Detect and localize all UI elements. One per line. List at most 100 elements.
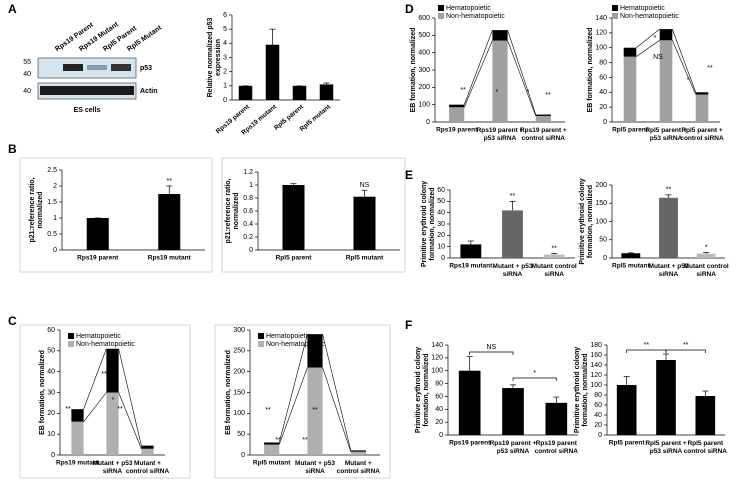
significance: * xyxy=(112,397,115,404)
y-tick-label: 80 xyxy=(594,392,602,399)
y-tick-label: 150 xyxy=(595,200,607,207)
panel-label: A xyxy=(8,2,17,16)
y-tick-label: 1.2 xyxy=(243,169,253,176)
legend-label: Hematopoietic xyxy=(266,333,311,340)
bar-segment xyxy=(350,450,366,452)
x-tick-label: Mutant + p53 siRNA xyxy=(493,263,533,278)
y-tick-label: 100 xyxy=(418,102,430,109)
y-tick-label: 600 xyxy=(418,15,430,22)
bar-segment xyxy=(106,392,119,455)
y-tick-label: 10 xyxy=(437,244,445,251)
y-tick-label: 4 xyxy=(223,40,227,47)
x-tick-label: Rpl5 parent + p53 siRNA xyxy=(645,127,687,142)
y-tick-label: 0.4 xyxy=(243,221,253,228)
bar-segment xyxy=(307,367,323,455)
y-tick-label: 160 xyxy=(590,352,602,359)
bar-segment xyxy=(264,442,280,445)
significance: ** xyxy=(65,406,71,413)
bar xyxy=(292,85,307,100)
connector xyxy=(118,348,142,446)
y-tick-label: 20 xyxy=(599,104,607,111)
y-tick-label: 50 xyxy=(237,431,245,438)
bar xyxy=(319,84,334,100)
bar xyxy=(621,253,641,258)
significance: NS xyxy=(486,344,496,351)
bar xyxy=(696,253,716,258)
lane-label: Rps19 Parent xyxy=(54,21,95,53)
bar xyxy=(695,396,716,435)
significance: * xyxy=(687,77,690,84)
x-tick-label: Rps19 parent xyxy=(449,440,491,447)
bar-segment xyxy=(449,104,465,108)
marker-label: 55 xyxy=(23,59,31,66)
connector xyxy=(278,367,308,445)
bar xyxy=(282,185,305,250)
panel-frame xyxy=(19,157,213,273)
bar-segment xyxy=(695,92,709,95)
connector xyxy=(507,30,537,115)
y-tick-label: 1.5 xyxy=(47,199,57,206)
y-tick-label: 2 xyxy=(223,69,227,76)
y-axis-label: EB formation, normalized xyxy=(410,28,417,113)
bar xyxy=(502,388,524,435)
significance: ** xyxy=(302,437,308,444)
y-tick-label: 50 xyxy=(437,198,445,205)
y-tick-label: 200 xyxy=(233,369,245,376)
y-tick-label: 300 xyxy=(418,67,430,74)
x-tick-label: Rps19 parent + p53 siRNA xyxy=(490,440,537,455)
x-tick-label: Mutant + control siRNA xyxy=(126,460,170,475)
x-tick-label: Rpl5 parent + control siRNA xyxy=(680,127,724,142)
y-tick-label: 0.6 xyxy=(243,208,253,215)
bar-segment xyxy=(449,107,465,122)
western-blot: Rps19 Parent Rps19 Mutant Rpl5 Parent Rp… xyxy=(23,21,163,114)
y-tick-label: 40 xyxy=(47,369,55,376)
bar-segment xyxy=(535,115,551,122)
connector xyxy=(83,392,107,422)
significance: ** xyxy=(551,245,557,252)
blot-band xyxy=(63,64,83,71)
connector xyxy=(463,30,493,105)
panel-frame xyxy=(19,324,191,479)
x-tick-label: Mutant + p53 siRNA xyxy=(649,263,689,278)
panel-label: B xyxy=(8,142,17,156)
y-tick-label: 20 xyxy=(47,410,55,417)
bar-segment xyxy=(141,448,154,455)
y-tick-label: 0.2 xyxy=(243,234,253,241)
bracket xyxy=(512,377,557,381)
connector xyxy=(672,29,696,93)
y-tick-label: 0 xyxy=(51,452,55,459)
significance: NS xyxy=(653,54,663,61)
y-tick-label: 0.8 xyxy=(243,195,253,202)
bar-segment xyxy=(659,29,673,41)
y-tick-label: 400 xyxy=(418,50,430,57)
y-tick-label: 0 xyxy=(598,432,602,439)
bar-segment xyxy=(492,40,508,122)
bar-segment xyxy=(623,56,637,122)
y-tick-label: 60 xyxy=(47,327,55,334)
y-tick-label: 120 xyxy=(595,30,607,37)
y-tick-label: 20 xyxy=(594,422,602,429)
y-tick-label: 0 xyxy=(223,97,227,104)
bar xyxy=(238,85,253,100)
marker-label: 40 xyxy=(23,88,31,95)
y-axis-label: EB formation, normalized xyxy=(225,350,232,435)
bar-segment xyxy=(350,451,366,455)
panel-label: D xyxy=(405,2,414,16)
y-tick-label: 50 xyxy=(599,237,607,244)
bar xyxy=(86,218,109,250)
blot-caption: ES cells xyxy=(74,107,101,114)
legend-label: Non-hematopoietic xyxy=(620,13,679,20)
y-tick-label: 50 xyxy=(47,348,55,355)
bar-segment xyxy=(623,47,637,57)
bar xyxy=(458,370,481,435)
legend-swatch xyxy=(258,333,264,339)
bar-segment xyxy=(141,445,154,449)
y-tick-label: 80 xyxy=(435,380,443,387)
bar xyxy=(545,402,568,435)
y-tick-label: 0 xyxy=(441,255,445,262)
x-tick-label: Mutant + control siRNA xyxy=(337,460,381,475)
significance: ** xyxy=(683,342,689,349)
y-axis-label: p21:reference ratio,normalized xyxy=(225,178,240,243)
panel-label: C xyxy=(8,314,17,328)
y-tick-label: 0 xyxy=(53,247,57,254)
